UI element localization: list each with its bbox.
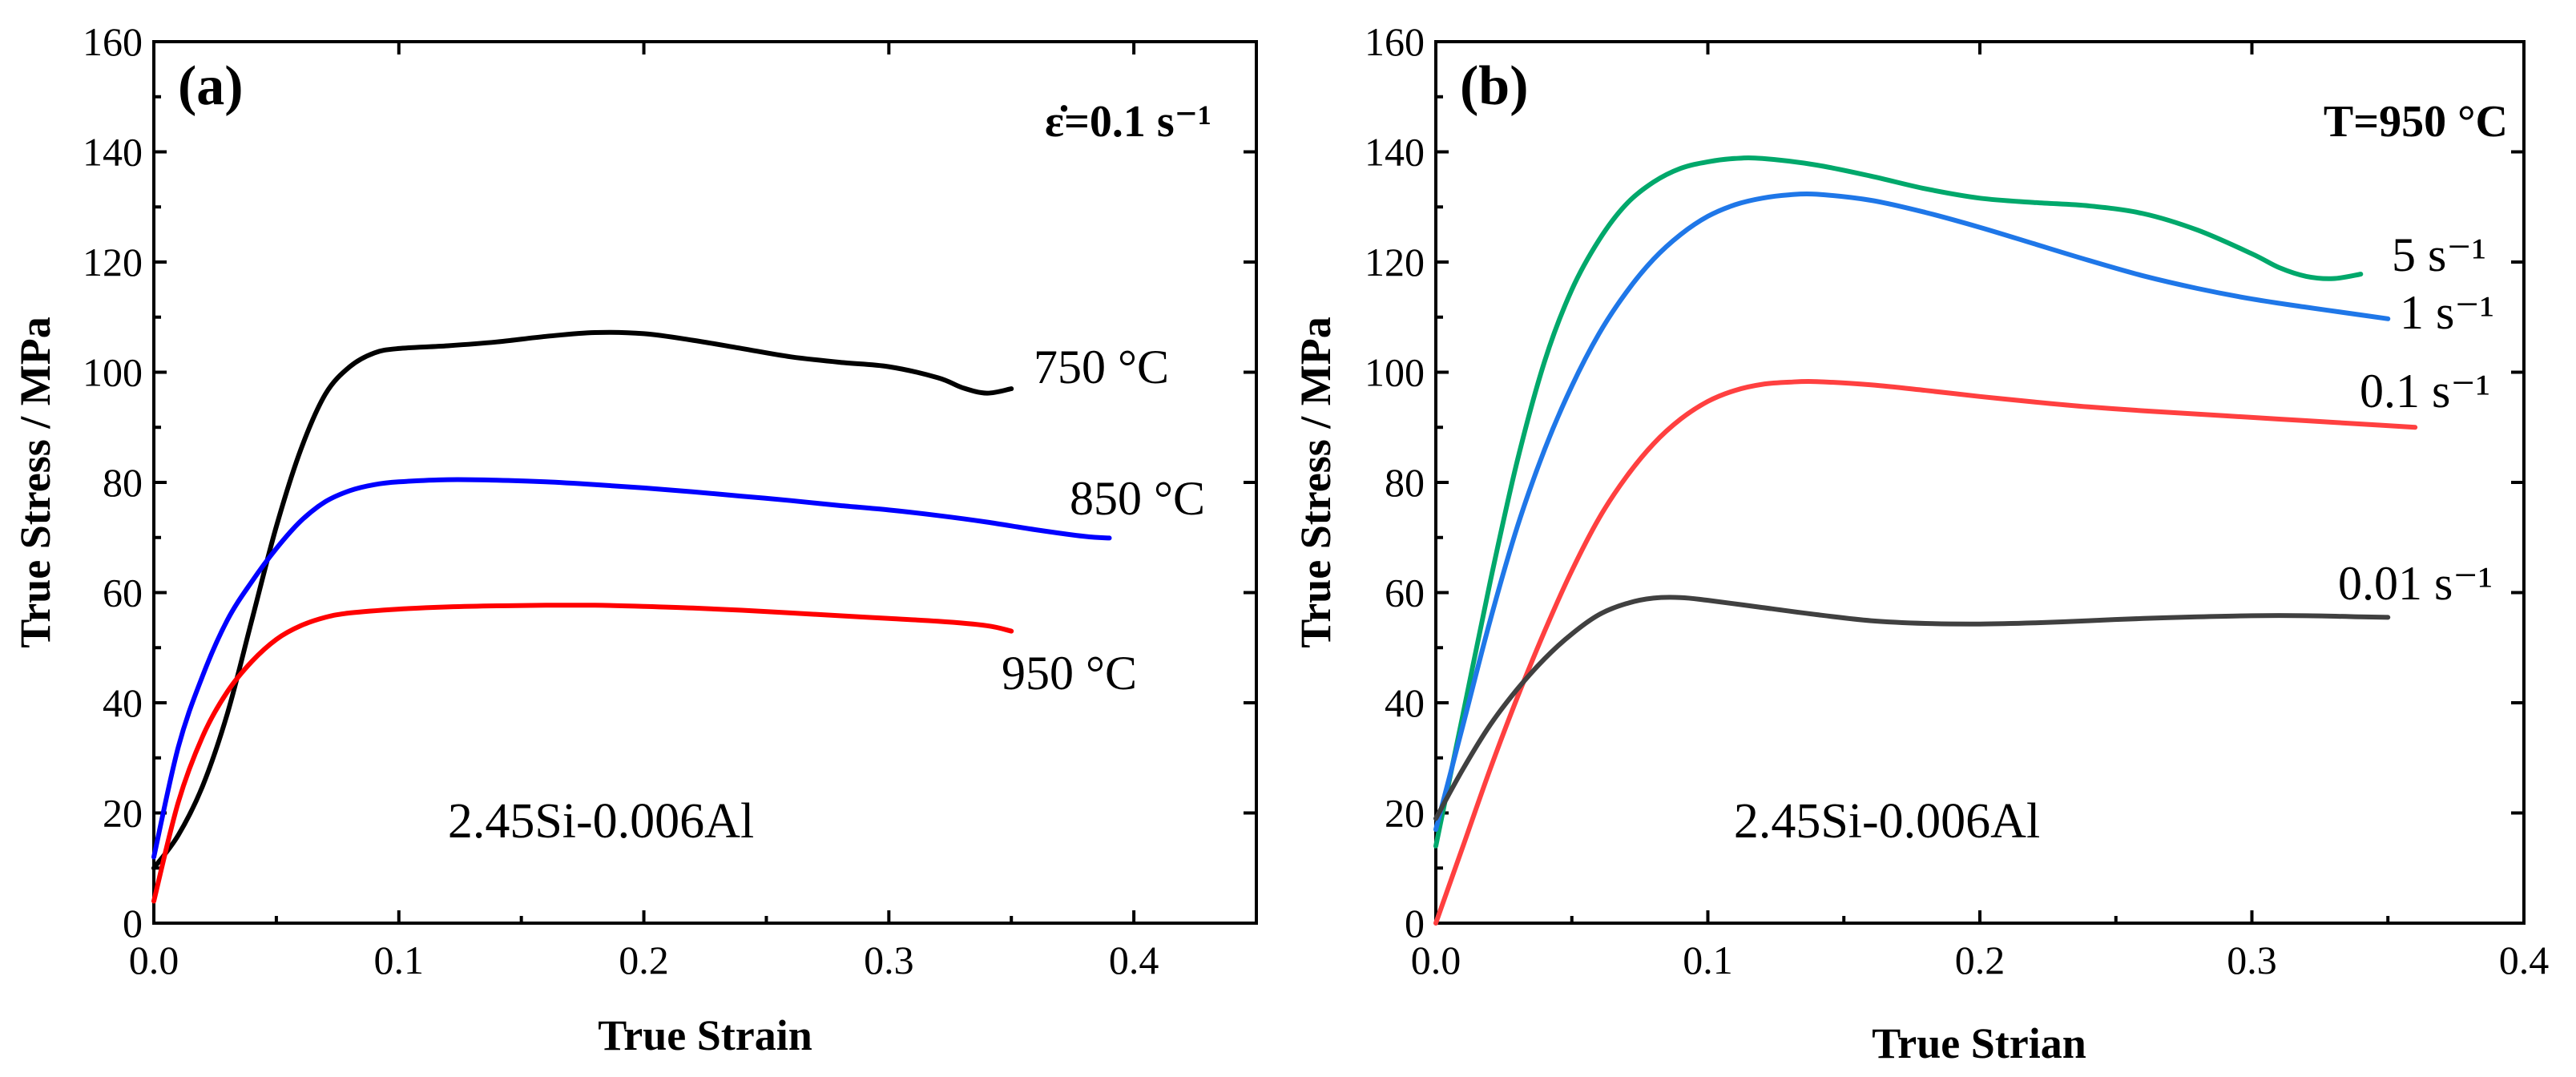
y-axis-title: True Stress / MPa: [11, 317, 59, 647]
y-tick-label: 20: [1385, 791, 1425, 836]
panel-a: 0.0 0.1 0.2 0.3 0.4 0 20 40 60 80 100 120 140 160 True…: [11, 19, 1258, 1059]
series-label: 0.01 s⁻¹: [2338, 557, 2493, 610]
x-tick-label: 0.4: [1109, 938, 1159, 982]
series-label: 0.1 s⁻¹: [2360, 365, 2490, 417]
series-line: [1433, 155, 2364, 849]
series-label: 850 °C: [1070, 472, 1205, 525]
x-tick-label: 0.0: [129, 938, 179, 982]
series-label: 5 s⁻¹: [2392, 228, 2486, 281]
composition-note: 2.45Si-0.006Al: [448, 794, 754, 849]
x-tick-label: 0.2: [619, 938, 669, 982]
y-tick-label: 120: [1365, 240, 1425, 284]
y-tick-label: 0: [1405, 901, 1425, 946]
x-tick-label: 0.2: [1955, 938, 2006, 982]
series-line: [1433, 595, 2391, 821]
x-tick-label: 0.4: [2499, 938, 2550, 982]
panel-label: (b): [1460, 55, 1529, 117]
y-tick-label: 120: [83, 240, 143, 284]
panel-b: 0.0 0.1 0.2 0.3 0.4 0 20 40 60 80 100 120 140 160 True…: [1292, 19, 2549, 1067]
condition-label: T=950 °C: [2324, 97, 2508, 147]
y-tick-label: 160: [83, 19, 143, 64]
series-label: 950 °C: [1002, 647, 1137, 700]
series-label: 750 °C: [1034, 341, 1169, 393]
y-tick-label: 140: [83, 130, 143, 175]
y-tick-label: 60: [103, 571, 143, 615]
y-axis-title: True Stress / MPa: [1292, 317, 1340, 647]
y-tick-label: 100: [83, 350, 143, 395]
series-line: [1433, 378, 2418, 926]
series-line: [151, 477, 1112, 860]
y-tick-label: 20: [103, 791, 143, 836]
composition-note: 2.45Si-0.006Al: [1734, 794, 2040, 849]
x-tick-label: 0.1: [1683, 938, 1733, 982]
y-tick-label: 80: [103, 460, 143, 505]
x-tick-label: 0.1: [374, 938, 425, 982]
y-tick-label: 160: [1365, 19, 1425, 64]
series-line: [151, 329, 1014, 871]
x-tick-label: 0.0: [1411, 938, 1461, 982]
y-tick-label: 100: [1365, 350, 1425, 395]
y-tick-label: 60: [1385, 571, 1425, 615]
x-tick-label: 0.3: [2227, 938, 2277, 982]
y-tick-label: 140: [1365, 130, 1425, 175]
series-line: [1433, 191, 2391, 833]
panel-label: (a): [178, 55, 244, 117]
series-label: 1 s⁻¹: [2400, 286, 2494, 339]
x-axis-title: True Strian: [1872, 1019, 2086, 1067]
y-tick-label: 80: [1385, 460, 1425, 505]
y-tick-label: 40: [1385, 680, 1425, 725]
y-tick-label: 0: [123, 901, 143, 946]
x-tick-label: 0.3: [864, 938, 914, 982]
series-line: [151, 603, 1014, 904]
condition-label: ε̇=0.1 s⁻¹: [1045, 97, 1211, 147]
x-axis-title: True Strain: [598, 1011, 812, 1059]
y-tick-label: 40: [103, 680, 143, 725]
